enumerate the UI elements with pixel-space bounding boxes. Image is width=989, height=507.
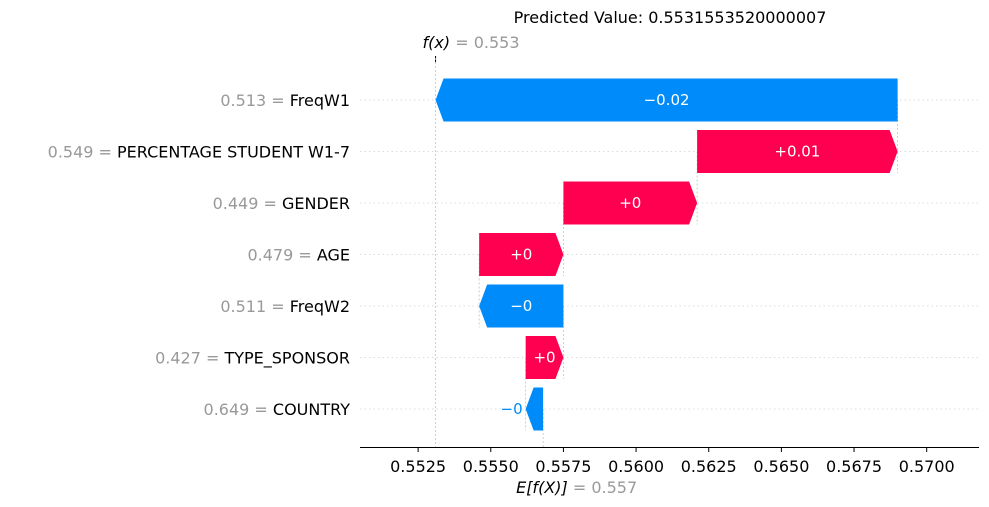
base-label: E[f(X)] = 0.557 [516,478,637,497]
bar-percentage-student-w1-7 [697,130,898,173]
bar-value-label: −0.02 [644,91,690,109]
x-tick-label: 0.5600 [608,457,664,476]
feature-label: 0.649 = COUNTRY [204,400,351,419]
base-value: 0.557 [591,478,637,497]
x-tick-label: 0.5675 [826,457,882,476]
feature-label: 0.549 = PERCENTAGE STUDENT W1-7 [48,143,350,162]
base-symbol: E[f(X)] [516,478,568,497]
feature-name: GENDER [282,194,350,213]
chart-title: Predicted Value: 0.5531553520000007 [514,8,827,27]
fx-symbol: f(x) [423,33,451,52]
bar-gender [563,181,698,225]
feature-name: AGE [317,246,350,265]
x-tick-label: 0.5650 [753,457,809,476]
feature-label: 0.479 = AGE [247,246,350,265]
feature-name: TYPE_SPONSOR [223,349,350,369]
feature-value: 0.479 [247,246,293,265]
feature-name: COUNTRY [273,400,350,419]
feature-label: 0.449 = GENDER [213,194,350,213]
bar-value-label: −0 [501,400,523,418]
bar-value-label: +0 [510,246,532,264]
feature-equals: = [266,297,290,316]
bars: −0.02 +0.01 +0 +0 −0 +0 −0 [435,78,898,431]
x-tick-label: 0.5625 [681,457,737,476]
feature-labels: 0.513 = FreqW1 0.549 = PERCENTAGE STUDENT… [48,91,351,419]
feature-equals: = [93,143,117,162]
feature-label: 0.513 = FreqW1 [220,91,350,110]
fx-value: 0.553 [474,33,520,52]
feature-value: 0.649 [204,400,250,419]
feature-name: FreqW2 [290,297,350,316]
feature-equals: = [201,349,225,368]
feature-label: 0.511 = FreqW2 [220,297,350,316]
base-equals: = [568,478,592,497]
x-tick-label: 0.5525 [390,457,446,476]
bar-value-label: +0 [619,194,641,212]
bar-value-label: +0.01 [774,143,820,161]
feature-name: PERCENTAGE STUDENT W1-7 [117,143,350,162]
feature-equals: = [258,194,282,213]
x-tick-label: 0.5550 [463,457,519,476]
feature-value: 0.511 [220,297,266,316]
bar-type-sponsor [525,336,564,379]
feature-equals: = [249,400,273,419]
x-tick-label: 0.5700 [899,457,955,476]
feature-equals: = [293,246,317,265]
base-value-annotation: E[f(X)] = 0.557 [516,478,637,497]
feature-equals: = [266,91,290,110]
feature-value: 0.513 [220,91,266,110]
fx-annotation: f(x) = 0.553 [423,33,520,62]
feature-value: 0.449 [213,194,259,213]
bar-value-label: +0 [533,349,555,367]
feature-name: FreqW1 [290,91,350,110]
fx-label: f(x) = 0.553 [423,33,520,52]
feature-value: 0.549 [48,143,94,162]
fx-equals: = [450,33,474,52]
bar-value-label: −0 [510,297,532,315]
bar-country [525,387,544,431]
bar-freqw2 [479,284,564,328]
feature-label: 0.427 = TYPE_SPONSOR [155,349,350,369]
bar-freqw1 [435,78,898,122]
x-tick-label: 0.5575 [535,457,591,476]
feature-value: 0.427 [155,349,201,368]
bar-age [479,233,564,276]
x-axis: 0.5525 0.5550 0.5575 0.5600 0.5625 0.5650 0.56… [360,447,979,476]
